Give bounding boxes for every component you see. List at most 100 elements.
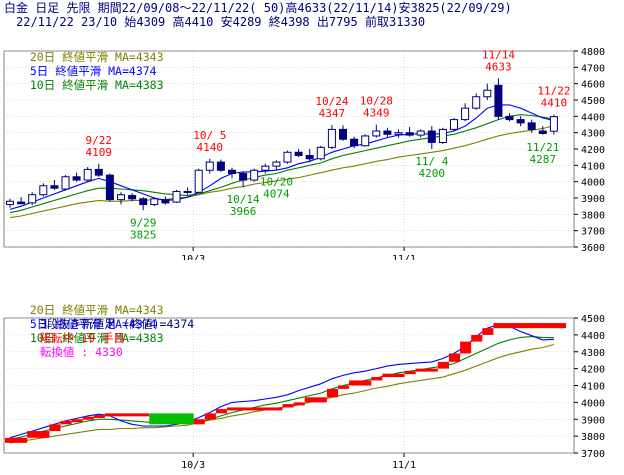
candle-body [250,169,259,181]
candlestick-chart: 4800 4700 4600 4500 4400 4300 4200 4100 4000 3900… [3,47,605,260]
price-y-tick-label: 4400 [581,112,605,123]
bottom-legend: 20日 終値平滑 MA=4343 5日 終値平滑 MA=4374 10日 終値平… [16,289,164,345]
candle-body [28,194,37,204]
candle-body [483,89,492,98]
break-y-tick-label: 4000 [581,398,605,409]
break-brick [282,404,294,408]
break-brick [49,424,61,432]
candle-body [549,116,558,132]
candle-body [128,195,137,200]
price-y-tick-label: 4300 [581,129,605,140]
candle-body [161,199,170,204]
candle-body [194,169,203,193]
peak-date-label: 10/24 [315,95,348,108]
peak-date-label: 10/ 5 [193,129,226,142]
candle-body [516,119,525,124]
break-ma10-line [9,336,554,441]
break-brick [27,431,50,438]
three-line-value: 3段抜き新値足 (終値)=4374 [39,317,195,331]
price-y-tick-label: 4000 [581,178,605,189]
candle-body [117,194,125,201]
trend-status: 陽転中 19 手目 [39,331,126,345]
peak-date-label: 10/28 [360,95,393,108]
candle-body [239,173,248,181]
candle-body [505,115,514,121]
peak-value-label: 4410 [541,97,568,110]
reversal-value: 転換値 : 4330 [39,345,123,359]
candle-body [527,122,536,130]
break-brick [93,415,105,419]
price-y-tick-label: 4800 [581,47,605,58]
break-y-tick-label: 4300 [581,348,605,359]
candle-body [416,130,425,136]
price-y-tick-label: 4200 [581,145,605,156]
break-brick [493,323,566,329]
trough-date-label: 10/14 [227,193,260,206]
candle-body [228,169,236,175]
break-brick [482,328,494,335]
candle-body [17,201,26,205]
price-y-tick-label: 3600 [581,243,605,254]
break-brick [304,397,327,403]
break-brick [215,409,227,414]
price-y-tick-label: 4100 [581,161,605,172]
break-brick [338,385,350,389]
top-legend: 20日 終値平滑 MA=4343 5日 終値平滑 MA=4374 10日 終値平… [16,36,164,92]
break-ma20-line [9,343,555,444]
break-legend: 3段抜き新値足 (終値)=4374 陽転中 19 手目 転換値 : 4330 [26,303,194,359]
break-y-tick-label: 4500 [581,314,605,325]
break-brick [204,413,216,420]
candle-body [183,190,192,193]
break-brick [449,353,461,362]
candle-body [272,161,281,167]
peak-date-label: 11/22 [537,85,570,98]
trough-value-label: 3966 [230,205,257,218]
break-y-tick-label: 3700 [581,449,605,460]
candle-body [394,132,403,135]
break-x-tick-label: 11/1 [392,460,416,471]
break-y-tick-label: 4400 [581,331,605,342]
break-brick [460,341,472,354]
break-brick [60,420,72,425]
break-brick [71,419,83,423]
break-brick [404,371,416,375]
break-brick [82,416,94,420]
candle-body [294,151,303,157]
header-line-1: 白金 日足 先限 期間22/09/08～22/11/22( 50)高4633(2… [4,1,512,15]
break-brick [437,361,449,369]
peak-value-label: 4140 [197,141,224,154]
break-y-tick-label: 4200 [581,365,605,376]
trough-value-label: 4287 [530,153,557,166]
candle-body [139,198,148,206]
candle-body [339,128,347,140]
trough-date-label: 11/21 [526,141,559,154]
price-x-tick-label: 10/3 [181,254,205,260]
trough-date-label: 11/ 4 [415,155,448,168]
trough-value-label: 4074 [263,188,290,201]
trough-date-label: 10/20 [260,176,293,189]
candle-body [39,185,48,196]
candle-body [461,107,470,121]
candle-body [427,130,436,143]
candle-body [61,176,70,190]
peak-value-label: 4347 [319,107,346,120]
break-brick [227,407,283,411]
price-x-tick-label: 11/1 [392,254,416,260]
candle-body [83,168,92,181]
break-y-tick-label: 3800 [581,432,605,443]
ma20-line [9,125,555,219]
candle-body [383,130,392,135]
candle-body [438,128,447,143]
candle-body [494,84,503,117]
price-y-tick-label: 4600 [581,80,605,91]
candle-body [316,146,325,160]
candle-body [372,130,381,137]
break-brick [326,388,338,398]
candle-body [361,135,370,147]
candle-body [350,138,359,147]
break-brick [5,437,28,443]
break-brick [193,419,205,425]
legend-ma10: 10日 終値平滑 MA=4383 [29,78,164,92]
peak-value-label: 4109 [86,146,113,159]
header-line-2: 22/11/22 23/10 始4309 高4410 安4289 終4398 出… [16,15,426,29]
